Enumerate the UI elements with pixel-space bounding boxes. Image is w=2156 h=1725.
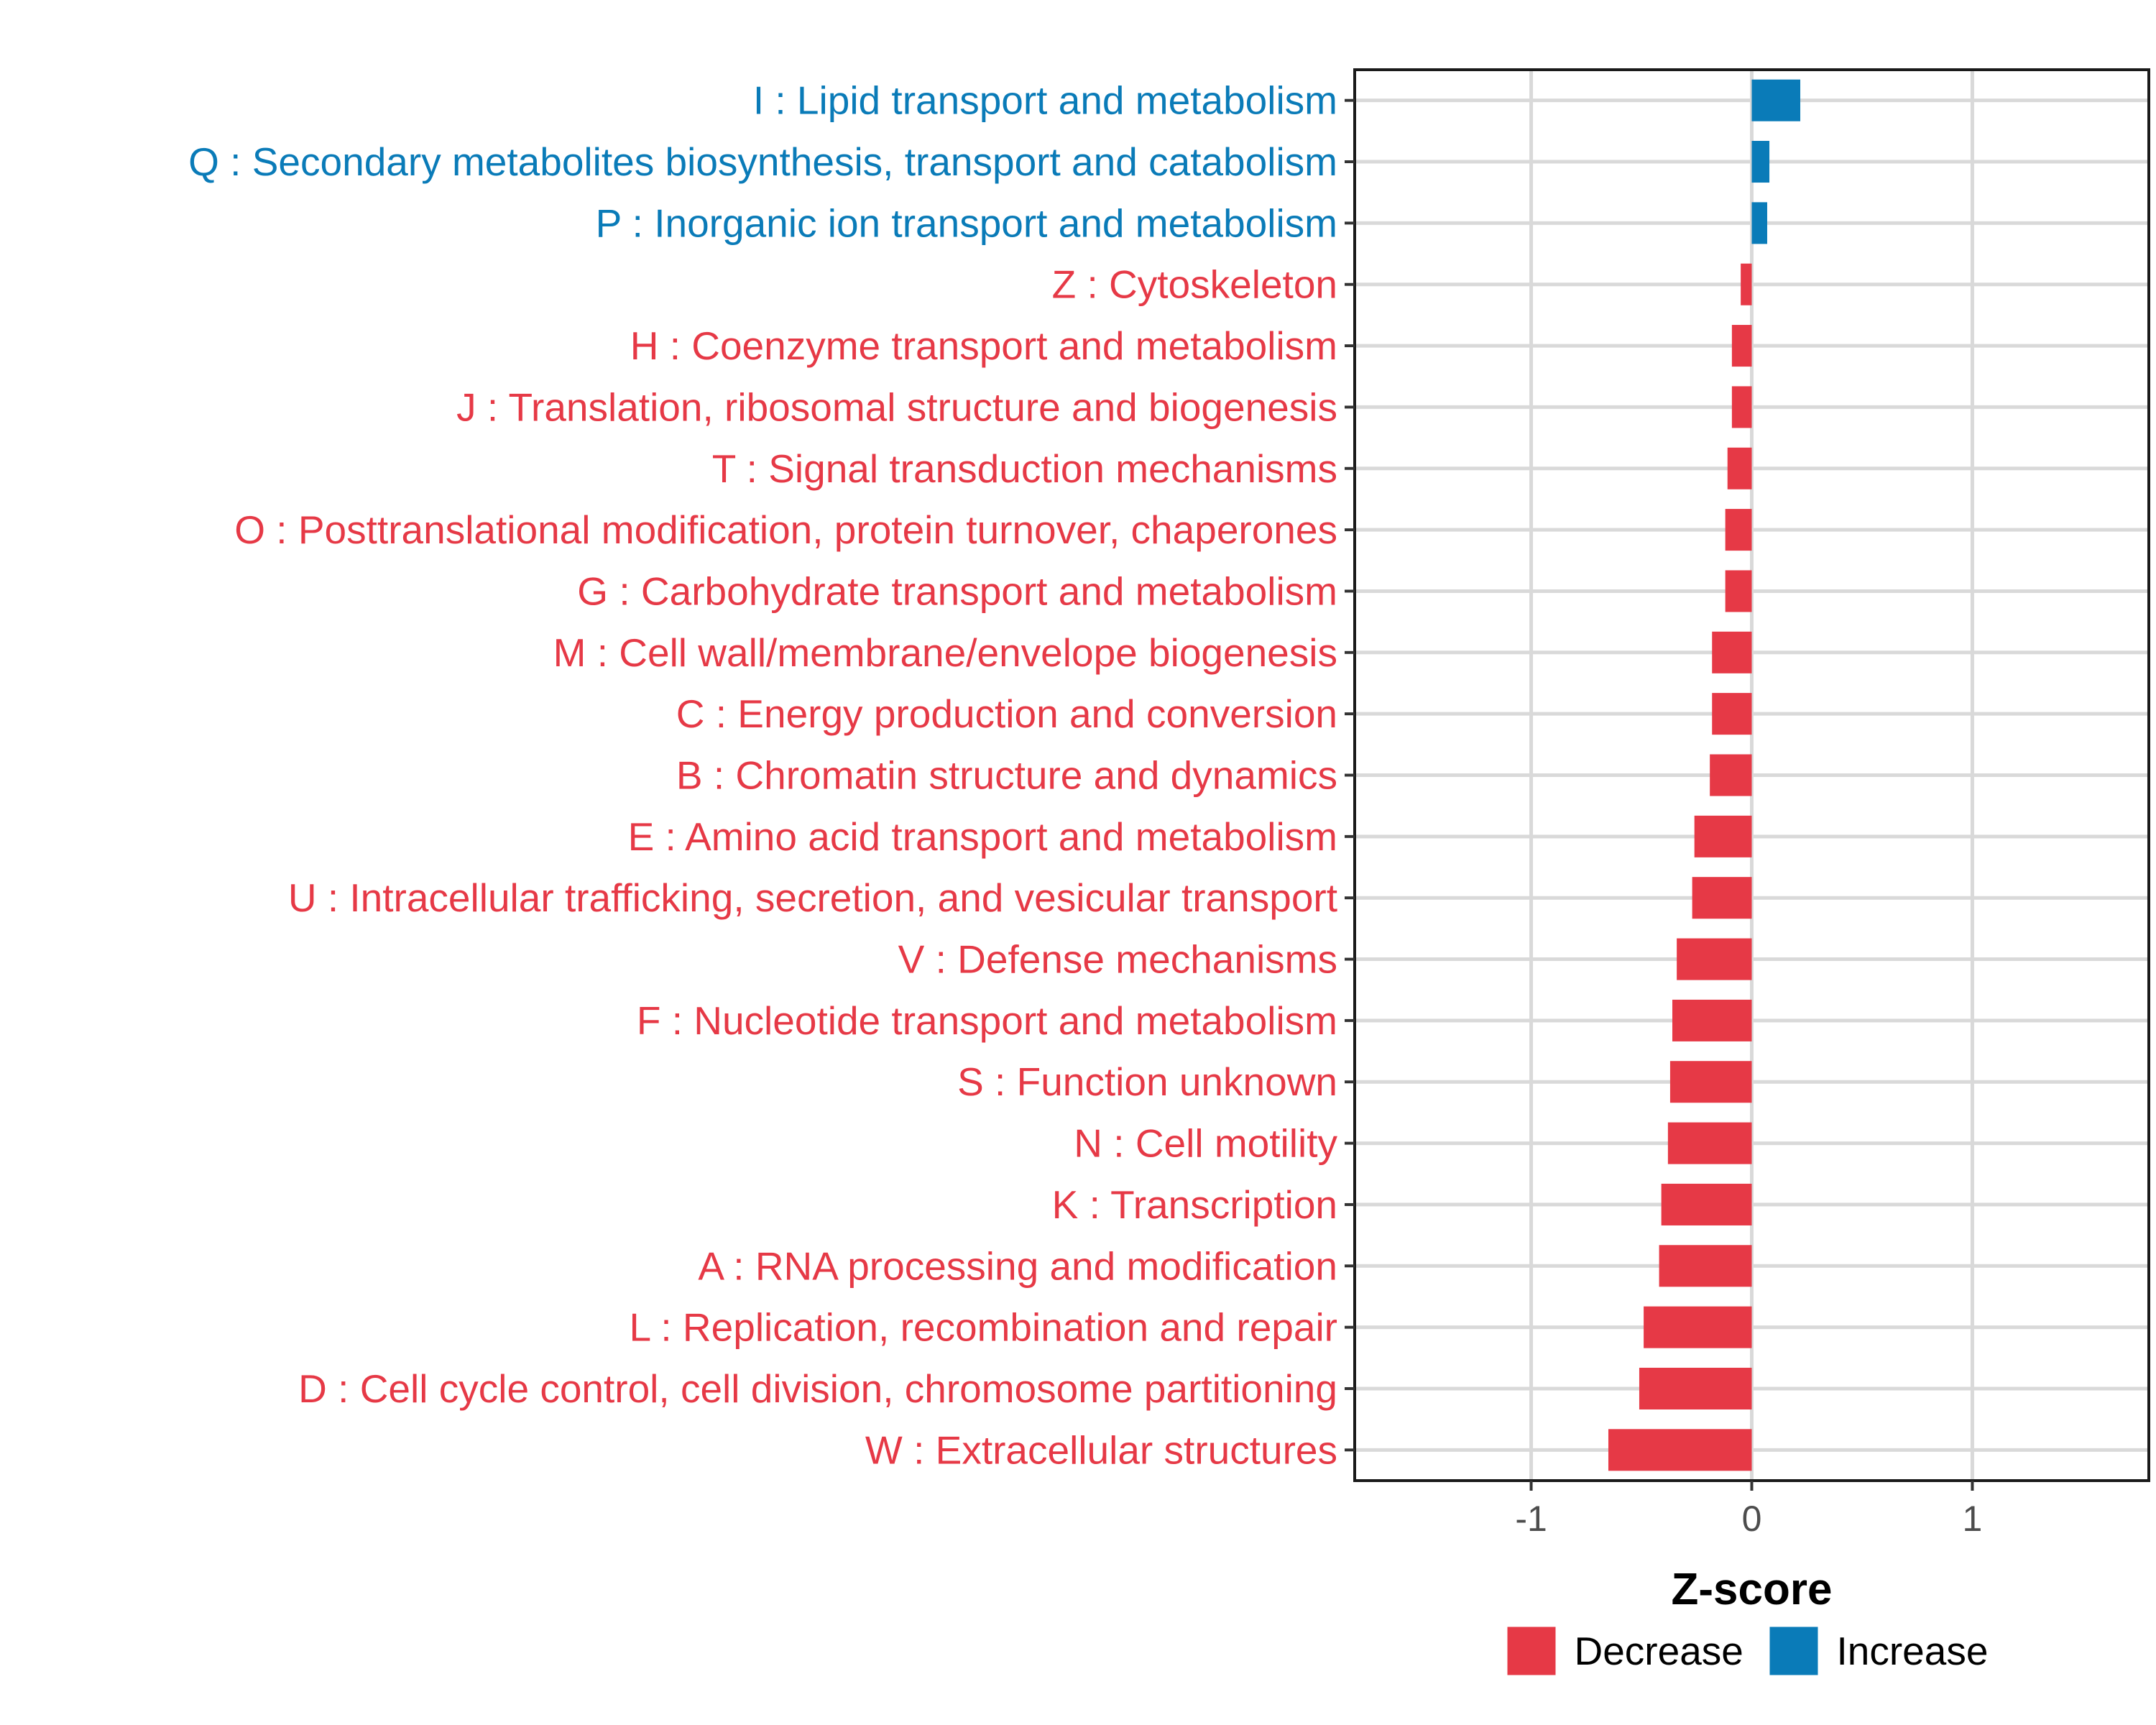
x-axis: -1 0 1 (1515, 1481, 1982, 1539)
bar (1741, 263, 1752, 305)
category-label: H : Coenzyme transport and metabolism (630, 323, 1337, 368)
bar (1751, 79, 1801, 121)
category-label: M : Cell wall/membrane/envelope biogenes… (553, 630, 1337, 675)
category-label: P : Inorganic ion transport and metaboli… (596, 201, 1337, 245)
category-label: J : Translation, ribosomal structure and… (456, 385, 1337, 429)
category-label: A : RNA processing and modification (698, 1243, 1337, 1288)
category-label: O : Posttranslational modification, prot… (234, 507, 1337, 552)
bar (1608, 1429, 1752, 1471)
bar (1659, 1245, 1752, 1287)
legend-label: Decrease (1575, 1629, 1743, 1673)
category-label: K : Transcription (1052, 1182, 1337, 1227)
bar (1639, 1367, 1752, 1409)
bar (1712, 693, 1752, 735)
bar (1692, 877, 1752, 919)
category-label: E : Amino acid transport and metabolism (628, 814, 1337, 859)
bar (1667, 1122, 1752, 1164)
category-label: L : Replication, recombination and repai… (630, 1305, 1337, 1350)
bar (1751, 202, 1767, 244)
bar (1727, 447, 1752, 489)
x-tick-label: 1 (1963, 1499, 1983, 1539)
bar (1669, 1061, 1752, 1103)
bar (1751, 141, 1770, 183)
category-label: F : Nucleotide transport and metabolism (637, 998, 1337, 1043)
bar (1731, 386, 1752, 428)
category-label: B : Chromatin structure and dynamics (676, 753, 1337, 798)
category-label: C : Energy production and conversion (676, 691, 1337, 736)
bar (1677, 938, 1752, 980)
category-label: U : Intracellular trafficking, secretion… (288, 875, 1337, 920)
bar (1661, 1183, 1752, 1225)
bar (1725, 570, 1752, 612)
category-label: W : Extracellular structures (865, 1427, 1337, 1472)
x-tick-label: 0 (1742, 1499, 1762, 1539)
bar (1712, 631, 1752, 673)
category-label: Q : Secondary metabolites biosynthesis, … (188, 139, 1337, 184)
category-label: G : Carbohydrate transport and metabolis… (577, 569, 1337, 613)
category-label: V : Defense mechanisms (898, 937, 1337, 982)
bar (1694, 815, 1752, 857)
category-label: D : Cell cycle control, cell division, c… (298, 1366, 1337, 1411)
bar (1710, 754, 1752, 796)
y-axis: I : Lipid transport and metabolism Q : Se… (188, 78, 1355, 1472)
category-label: Z : Cytoskeleton (1052, 262, 1337, 307)
bars (1608, 79, 1801, 1471)
legend-label: Increase (1837, 1629, 1989, 1673)
category-label: I : Lipid transport and metabolism (753, 78, 1337, 123)
legend-swatch (1507, 1627, 1556, 1675)
x-tick-label: -1 (1515, 1499, 1547, 1539)
bar (1731, 325, 1752, 367)
x-axis-title: Z-score (1672, 1565, 1833, 1614)
category-label: T : Signal transduction mechanisms (712, 446, 1337, 491)
bar (1672, 999, 1752, 1041)
category-label: N : Cell motility (1074, 1121, 1337, 1166)
legend-swatch (1769, 1627, 1818, 1675)
legend: Decrease Increase (1507, 1627, 1989, 1675)
category-label: S : Function unknown (957, 1059, 1337, 1104)
bar (1725, 509, 1752, 551)
bar (1644, 1306, 1752, 1348)
